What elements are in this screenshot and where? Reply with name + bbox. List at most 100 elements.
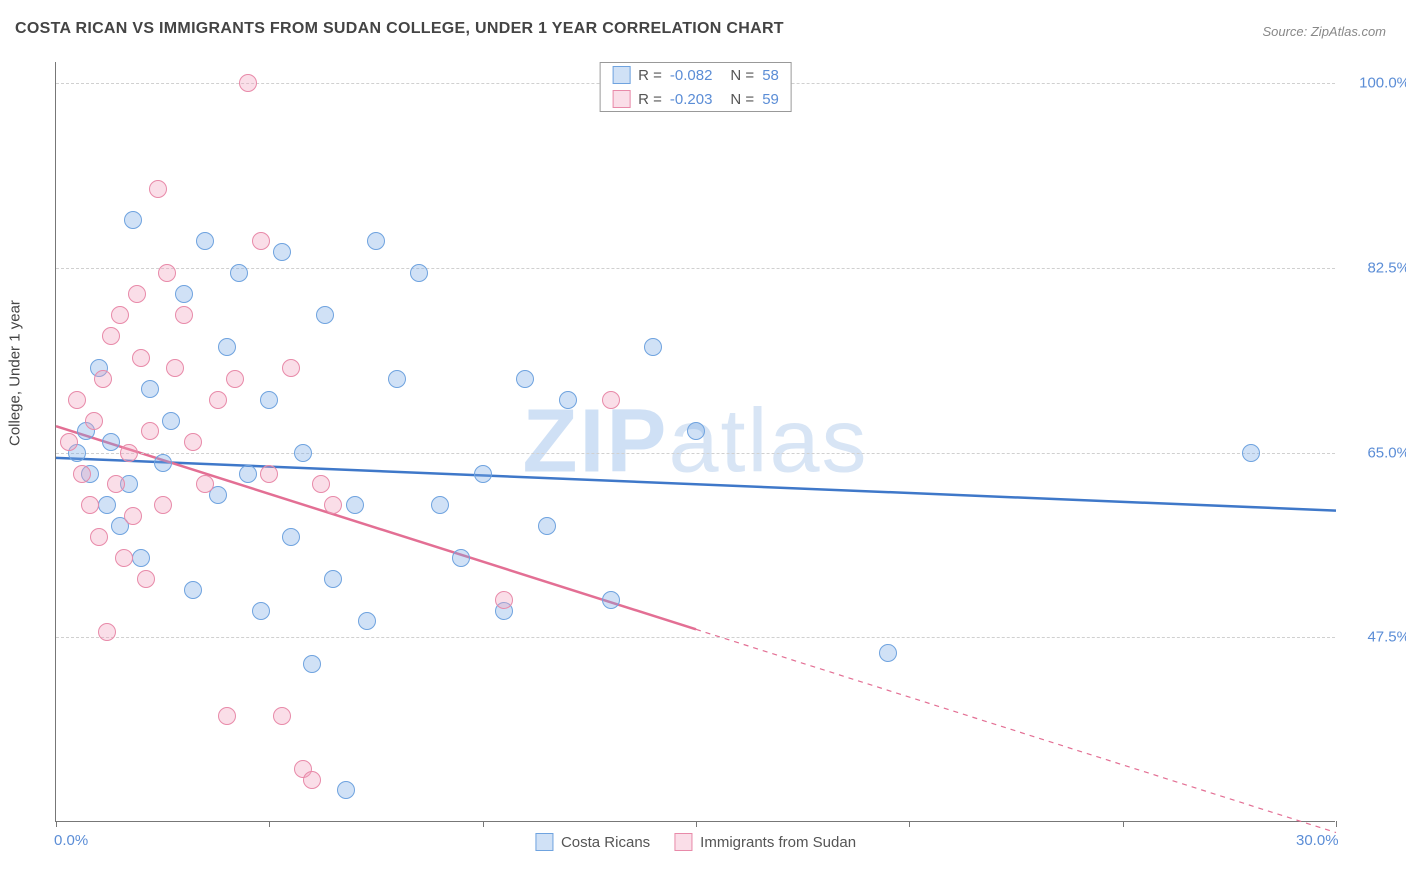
scatter-point — [132, 549, 150, 567]
scatter-point — [218, 338, 236, 356]
scatter-point — [115, 549, 133, 567]
trend-lines-layer — [56, 62, 1335, 821]
source-label: Source: ZipAtlas.com — [1262, 24, 1386, 39]
scatter-point — [184, 433, 202, 451]
legend-label: Immigrants from Sudan — [700, 834, 856, 851]
y-tick-label: 65.0% — [1345, 444, 1406, 461]
scatter-point — [260, 465, 278, 483]
scatter-point — [132, 349, 150, 367]
scatter-point — [358, 612, 376, 630]
scatter-point — [85, 412, 103, 430]
scatter-point — [60, 433, 78, 451]
scatter-point — [559, 391, 577, 409]
scatter-point — [239, 465, 257, 483]
y-axis-label: College, Under 1 year — [7, 300, 24, 446]
scatter-point — [312, 475, 330, 493]
legend-swatch — [674, 833, 692, 851]
stats-r-label: R = — [638, 67, 662, 84]
scatter-point — [294, 444, 312, 462]
scatter-point — [68, 391, 86, 409]
x-tick — [483, 821, 484, 827]
scatter-point — [175, 285, 193, 303]
stats-n-label: N = — [730, 91, 754, 108]
scatter-point — [209, 391, 227, 409]
scatter-point — [516, 370, 534, 388]
scatter-point — [120, 444, 138, 462]
x-tick — [696, 821, 697, 827]
scatter-point — [154, 496, 172, 514]
scatter-point — [273, 707, 291, 725]
scatter-point — [431, 496, 449, 514]
scatter-point — [226, 370, 244, 388]
scatter-point — [602, 591, 620, 609]
x-tick — [909, 821, 910, 827]
scatter-point — [196, 232, 214, 250]
stats-n-value: 59 — [762, 91, 779, 108]
scatter-point — [141, 380, 159, 398]
stats-row: R = -0.082N = 58 — [600, 63, 791, 87]
scatter-point — [230, 264, 248, 282]
scatter-point — [495, 591, 513, 609]
x-tick-label: 0.0% — [54, 832, 88, 849]
scatter-point — [452, 549, 470, 567]
scatter-point — [538, 517, 556, 535]
scatter-point — [367, 232, 385, 250]
scatter-point — [73, 465, 91, 483]
scatter-point — [239, 74, 257, 92]
scatter-point — [337, 781, 355, 799]
scatter-point — [154, 454, 172, 472]
x-tick — [1123, 821, 1124, 827]
plot-area: ZIPatlas 47.5%65.0%82.5%100.0%0.0%30.0%R… — [55, 62, 1335, 822]
scatter-point — [252, 232, 270, 250]
x-tick — [56, 821, 57, 827]
gridline — [56, 268, 1335, 269]
scatter-point — [98, 623, 116, 641]
scatter-point — [1242, 444, 1260, 462]
scatter-point — [410, 264, 428, 282]
scatter-point — [282, 528, 300, 546]
scatter-point — [137, 570, 155, 588]
x-tick — [1336, 821, 1337, 827]
scatter-point — [102, 327, 120, 345]
scatter-point — [316, 306, 334, 324]
scatter-point — [149, 180, 167, 198]
scatter-point — [141, 422, 159, 440]
stats-r-value: -0.203 — [670, 91, 713, 108]
scatter-point — [98, 496, 116, 514]
scatter-point — [303, 771, 321, 789]
scatter-point — [602, 391, 620, 409]
scatter-point — [158, 264, 176, 282]
scatter-point — [252, 602, 270, 620]
stats-n-value: 58 — [762, 67, 779, 84]
scatter-point — [196, 475, 214, 493]
scatter-point — [124, 507, 142, 525]
y-tick-label: 100.0% — [1345, 75, 1406, 92]
legend-item: Costa Ricans — [535, 833, 650, 851]
stats-r-label: R = — [638, 91, 662, 108]
scatter-point — [111, 306, 129, 324]
scatter-point — [102, 433, 120, 451]
legend-label: Costa Ricans — [561, 834, 650, 851]
legend-swatch — [612, 90, 630, 108]
legend-swatch — [535, 833, 553, 851]
chart-title: COSTA RICAN VS IMMIGRANTS FROM SUDAN COL… — [15, 20, 784, 38]
stats-row: R = -0.203 N = 59 — [600, 87, 791, 111]
gridline — [56, 453, 1335, 454]
stats-r-value: -0.082 — [670, 67, 713, 84]
scatter-point — [303, 655, 321, 673]
scatter-point — [166, 359, 184, 377]
chart-container: COSTA RICAN VS IMMIGRANTS FROM SUDAN COL… — [0, 0, 1406, 892]
x-tick-label: 30.0% — [1296, 832, 1339, 849]
scatter-point — [90, 528, 108, 546]
scatter-point — [273, 243, 291, 261]
scatter-point — [879, 644, 897, 662]
scatter-point — [260, 391, 278, 409]
scatter-point — [644, 338, 662, 356]
scatter-point — [162, 412, 180, 430]
scatter-point — [124, 211, 142, 229]
scatter-point — [81, 496, 99, 514]
scatter-point — [687, 422, 705, 440]
y-tick-label: 47.5% — [1345, 629, 1406, 646]
bottom-legend: Costa Ricans Immigrants from Sudan — [535, 833, 856, 851]
scatter-point — [346, 496, 364, 514]
